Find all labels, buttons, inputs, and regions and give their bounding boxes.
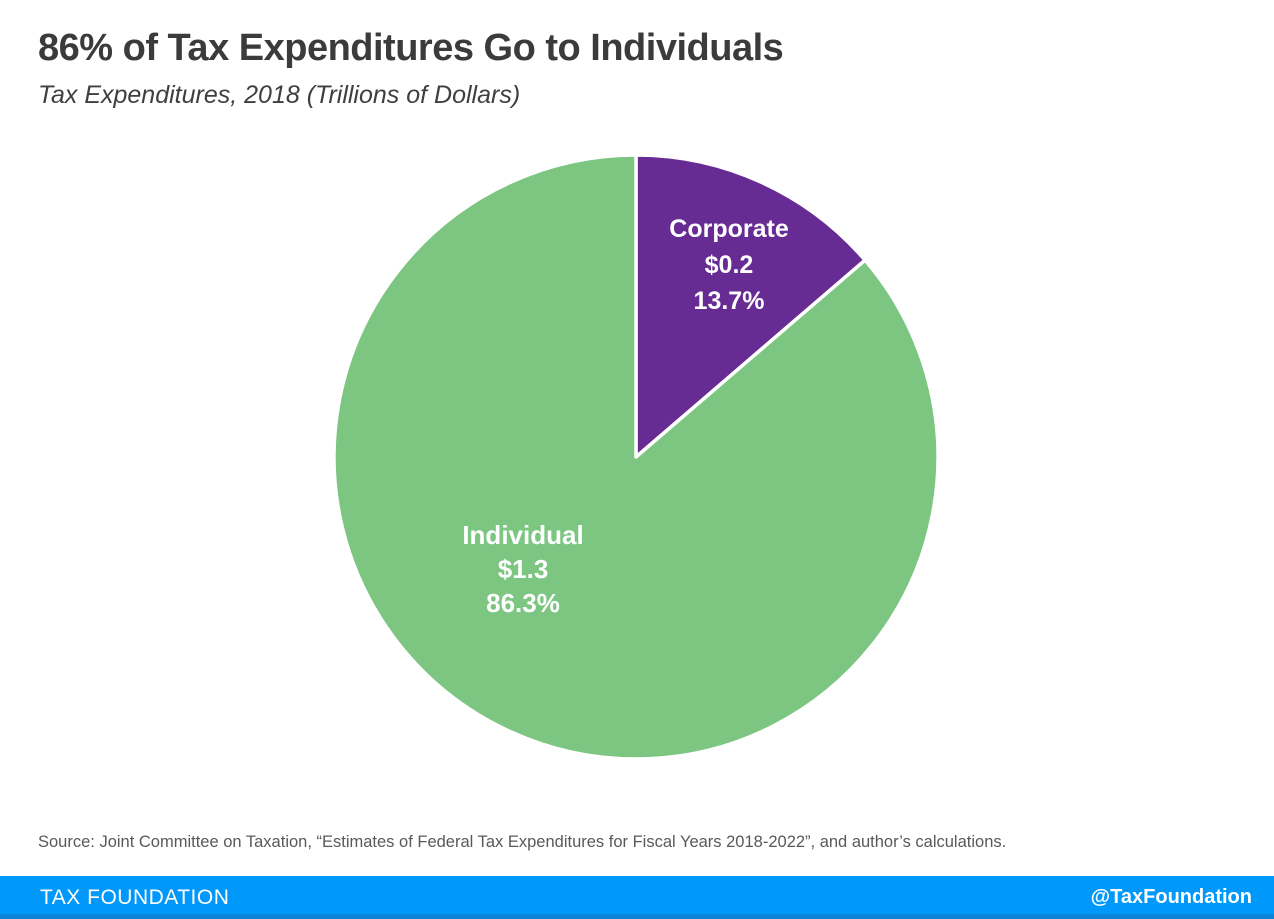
pie-slice-corporate bbox=[634, 153, 867, 459]
chart-title: 86% of Tax Expenditures Go to Individual… bbox=[38, 27, 784, 69]
pie-chart bbox=[330, 151, 942, 763]
source-note: Source: Joint Committee on Taxation, “Es… bbox=[38, 833, 1007, 851]
footer-social-handle: @TaxFoundation bbox=[1090, 886, 1252, 908]
chart-subtitle: Tax Expenditures, 2018 (Trillions of Dol… bbox=[38, 81, 521, 109]
pie-slice-individual bbox=[332, 153, 940, 761]
footer-bar-edge bbox=[0, 914, 1274, 919]
footer-brand: TAX FOUNDATION bbox=[40, 885, 230, 909]
footer-bar: TAX FOUNDATION @TaxFoundation bbox=[0, 876, 1274, 919]
pie-svg bbox=[332, 153, 940, 761]
